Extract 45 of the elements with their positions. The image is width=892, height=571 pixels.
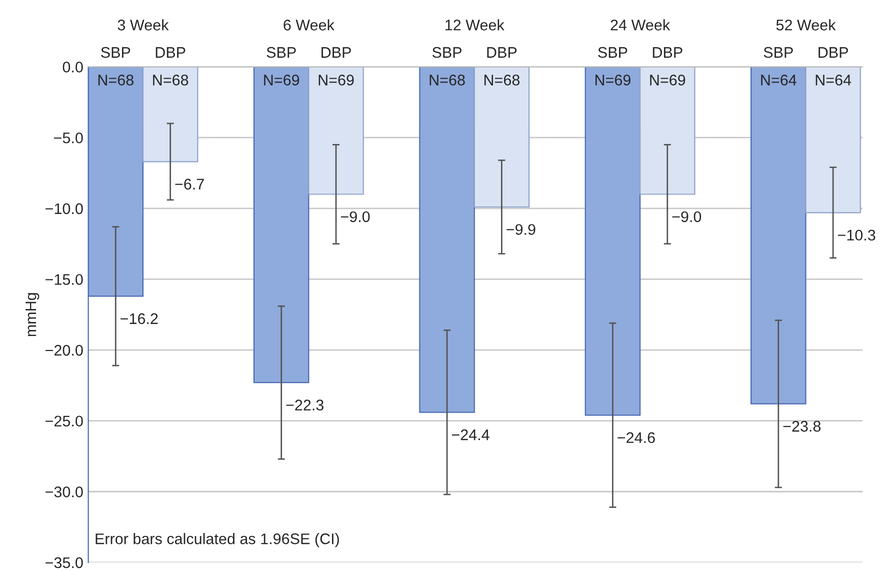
data-label: −24.6 <box>618 432 655 444</box>
text: SBP <box>764 47 793 58</box>
data-label: −9.9 <box>506 224 536 235</box>
annotation: N=68 <box>98 74 134 86</box>
x-tick-label: 52 Week <box>776 19 836 30</box>
y-tick-label: −20.0 <box>46 344 83 356</box>
text: SBP <box>266 47 296 58</box>
annotation: N=69 <box>318 74 354 86</box>
x-tick-label: 6 Week <box>284 19 334 30</box>
data-label: −9.0 <box>672 211 702 222</box>
data-label: −16.2 <box>120 313 158 324</box>
y-tick-label: −10.0 <box>46 203 83 214</box>
annotation: N=69 <box>264 74 300 86</box>
text: DBP <box>487 47 517 58</box>
text: SBP <box>432 47 462 58</box>
annotation: N=69 <box>650 74 686 86</box>
x-tick-label: 24 Week <box>610 19 670 30</box>
series-label: SBP <box>101 47 130 58</box>
annotation: N=68 <box>430 74 465 86</box>
annotation: N=68 <box>484 74 520 86</box>
y-tick-label: −5.0 <box>54 132 83 144</box>
y-tick-label: 0.0 <box>62 62 83 72</box>
text: SBP <box>598 47 628 58</box>
x-tick-label: 3 Week <box>118 19 169 30</box>
annotation: N=69 <box>595 74 630 86</box>
text: DBP <box>818 47 848 58</box>
data-label: −23.8 <box>783 420 821 432</box>
annotation: N=64 <box>816 74 852 86</box>
data-label: −9.0 <box>340 211 370 222</box>
text: DBP <box>652 47 682 58</box>
data-label: −10.3 <box>838 230 876 241</box>
series-label: DBP <box>156 47 186 58</box>
annotation: Error bars calculated as 1.96SE (CI) <box>96 533 339 548</box>
data-label: −22.3 <box>286 400 324 410</box>
y-tick-label: −25.0 <box>46 416 83 427</box>
annotation: N=68 <box>153 74 188 86</box>
annotation: N=64 <box>761 74 796 86</box>
x-tick-label: 12 Week <box>446 19 504 30</box>
data-label: −24.4 <box>452 429 490 440</box>
y-tick-label: −15.0 <box>46 274 83 285</box>
y-axis-title: mmHg <box>26 293 40 336</box>
data-label: −6.7 <box>175 178 204 190</box>
y-tick-label: −30.0 <box>46 486 83 498</box>
y-tick-label: −35.0 <box>46 557 83 568</box>
text: DBP <box>322 47 351 58</box>
